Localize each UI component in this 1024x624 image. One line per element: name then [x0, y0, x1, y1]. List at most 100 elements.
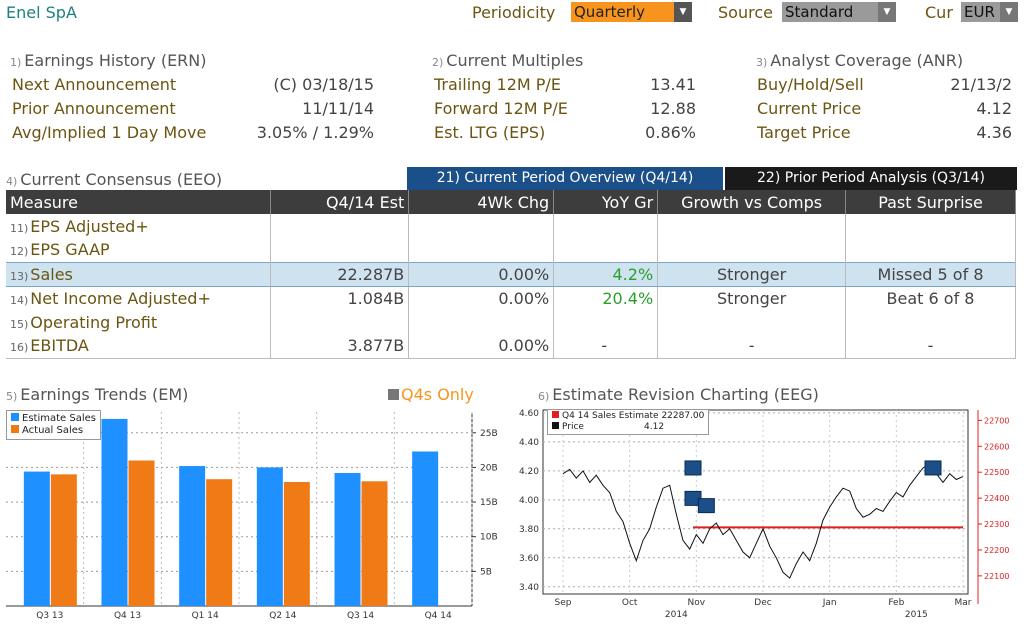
measure-cell: 12) EPS GAAP [6, 238, 272, 262]
x-tick-label: Q3 13 [36, 611, 63, 621]
table-row[interactable]: 14) Net Income Adjusted+ 1.084B 0.00% 20.… [6, 286, 1016, 310]
section-title: Estimate Revision Charting (EEG) [552, 385, 819, 404]
measure-name: Operating Profit [30, 312, 158, 332]
column-header-yoy-growth[interactable]: YoY Gr [553, 190, 659, 214]
x-tick-label: Q4 13 [114, 611, 141, 621]
measure-cell: 16) EBITDA [6, 334, 272, 359]
section-number: 3) [756, 56, 768, 69]
currency-chevron-down-icon[interactable]: ▼ [1000, 2, 1018, 22]
consensus-heading[interactable]: 4) Current Consensus (EEO) [6, 170, 222, 189]
row-number: 13) [10, 269, 29, 283]
yoy-cell: 4.2% [553, 261, 659, 287]
row-number: 12) [10, 245, 29, 259]
y-tick-label: 5B [480, 567, 492, 577]
section-title: Current Consensus (EEO) [20, 170, 223, 189]
section-title: Analyst Coverage (ANR) [770, 51, 964, 70]
target-price-value: 4.36 [976, 123, 1012, 142]
table-row-selected[interactable]: 13) Sales 22.287B 0.00% 4.2% Stronger Mis… [6, 261, 1016, 287]
x-tick-label: Dec [754, 598, 771, 608]
x-tick-label: Mar [955, 598, 972, 608]
measure-name: EPS Adjusted+ [30, 216, 149, 236]
tab-current-period[interactable]: 21) Current Period Overview (Q4/14) [407, 167, 723, 190]
x-tick-label: Q1 14 [192, 611, 219, 621]
surprise-cell [845, 310, 1016, 334]
periodicity-select[interactable]: Quarterly [571, 2, 676, 22]
earnings-trends-chart: 5B 10B 15B 20B 25B Q3 13 Q4 13 Q1 14 Q2 14 Q3 14 Q… [6, 412, 498, 621]
estimate-bar [334, 472, 361, 606]
x-tick-label: Jan [822, 598, 837, 608]
legend-label: Price [562, 422, 584, 432]
right-tick-label: 22200 [984, 546, 1009, 555]
forward-pe-label: Forward 12M P/E [434, 99, 568, 118]
column-header-measure[interactable]: Measure [6, 190, 272, 214]
x-tick-label: Q4 14 [425, 611, 452, 621]
y-tick-label: 25B [480, 429, 498, 439]
measure-cell: 14) Net Income Adjusted+ [6, 286, 272, 310]
earnings-trends-heading[interactable]: 5) Earnings Trends (EM) [6, 385, 188, 404]
column-header-growth-vs-comps[interactable]: Growth vs Comps [657, 190, 847, 214]
table-row[interactable]: 15) Operating Profit [6, 310, 1016, 334]
change-cell: 0.00% [408, 261, 555, 287]
plot-area [542, 409, 969, 595]
estimate-bar [412, 451, 439, 606]
row-number: 14) [10, 293, 29, 307]
source-select[interactable]: Standard [782, 2, 879, 22]
estimate-cell: 1.084B [270, 286, 410, 310]
surprise-cell [845, 238, 1016, 262]
source-chevron-down-icon[interactable]: ▼ [878, 2, 896, 22]
periodicity-chevron-down-icon[interactable]: ▼ [674, 2, 692, 22]
surprise-cell [845, 214, 1016, 238]
prior-announcement-label: Prior Announcement [12, 99, 176, 118]
change-cell [408, 310, 555, 334]
surprise-cell: Beat 6 of 8 [845, 286, 1016, 310]
column-header-estimate[interactable]: Q4/14 Est [270, 190, 410, 214]
periodicity-label: Periodicity [472, 3, 556, 22]
yoy-cell [553, 214, 659, 238]
checkbox-icon[interactable] [388, 389, 399, 400]
buy-hold-sell-label: Buy/Hold/Sell [757, 75, 864, 94]
actual-bar [283, 481, 310, 606]
trailing-pe-value: 13.41 [650, 75, 696, 94]
table-row[interactable]: 11) EPS Adjusted+ [6, 214, 1016, 238]
ltg-label: Est. LTG (EPS) [434, 123, 546, 142]
right-tick-label: 22400 [984, 494, 1009, 503]
measure-name: Net Income Adjusted+ [30, 288, 211, 308]
legend-swatch-icon [11, 413, 19, 421]
current-price-value: 4.12 [976, 99, 1012, 118]
q4s-only-toggle[interactable]: Q4s Only [388, 385, 474, 404]
right-tick-label: 22700 [984, 416, 1009, 425]
section-number: 2) [432, 56, 444, 69]
estimate-bar [23, 471, 50, 606]
legend-value: 22287.00 [661, 411, 705, 421]
left-tick-label: 4.40 [519, 438, 539, 448]
left-tick-label: 3.80 [519, 525, 539, 535]
analyst-coverage-heading[interactable]: 3) Analyst Coverage (ANR) [756, 51, 963, 70]
legend-swatch-icon [552, 411, 559, 418]
day-move-label: Avg/Implied 1 Day Move [12, 123, 207, 142]
currency-select[interactable]: EUR [961, 2, 1001, 22]
tab-prior-period[interactable]: 22) Prior Period Analysis (Q3/14) [725, 167, 1017, 190]
x-year-label: 2015 [905, 610, 928, 620]
prior-announcement-value: 11/11/14 [302, 99, 374, 118]
y-tick-label: 10B [480, 533, 498, 543]
current-multiples-heading[interactable]: 2) Current Multiples [432, 51, 583, 70]
left-tick-label: 4.20 [519, 467, 539, 477]
section-number: 6) [538, 390, 550, 403]
comps-cell [657, 310, 847, 334]
estimate-revision-heading[interactable]: 6) Estimate Revision Charting (EEG) [538, 385, 819, 404]
table-row[interactable]: 12) EPS GAAP [6, 238, 1016, 262]
right-tick-label: 22500 [984, 468, 1009, 477]
column-header-4wk-change[interactable]: 4Wk Chg [408, 190, 555, 214]
right-tick-label: 22100 [984, 572, 1009, 581]
table-row[interactable]: 16) EBITDA 3.877B 0.00% - - - [6, 334, 1016, 359]
estimate-cell: 22.287B [270, 261, 410, 287]
column-header-past-surprise[interactable]: Past Surprise [845, 190, 1016, 214]
day-move-value: 3.05% / 1.29% [256, 123, 374, 142]
next-announcement-value: (C) 03/18/15 [273, 75, 374, 94]
consensus-table: Measure Q4/14 Est 4Wk Chg YoY Gr Growth … [6, 190, 1016, 359]
trends-legend: Estimate Sales Actual Sales [6, 410, 101, 440]
earnings-history-heading[interactable]: 1) Earnings History (ERN) [10, 51, 207, 70]
buy-hold-sell-value: 21/13/2 [950, 75, 1012, 94]
left-tick-label: 4.00 [519, 496, 539, 506]
measure-name: Sales [30, 264, 73, 284]
